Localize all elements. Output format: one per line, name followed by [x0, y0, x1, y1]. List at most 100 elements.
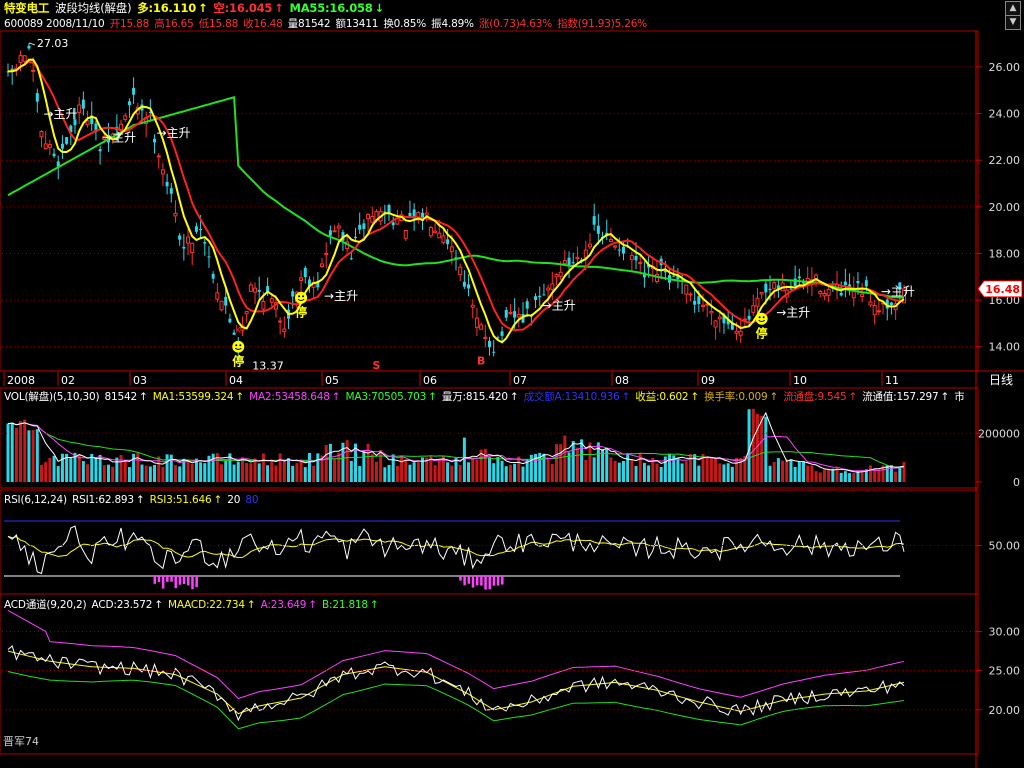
volume-bar: [605, 448, 609, 482]
candle-body: [199, 229, 203, 231]
volume-bar: [538, 452, 542, 482]
date-label: 11: [885, 374, 899, 387]
candle-body: [148, 111, 152, 113]
candle-body: [742, 318, 747, 321]
volume-bar: [638, 453, 642, 482]
volume-bar: [873, 468, 877, 482]
volume-bar: [764, 416, 768, 482]
current-price-tag: [977, 280, 1023, 298]
rsi-l80: 80: [245, 494, 259, 506]
acd-axis-label: 25.00: [989, 665, 1021, 678]
volume-bar: [554, 444, 558, 482]
candle-body: [483, 336, 488, 339]
candle-body: [77, 104, 82, 113]
volume-bar: [383, 467, 387, 482]
rsi-oversold-bar: [153, 576, 157, 584]
candle-body: [462, 281, 466, 287]
rsi-oversold-bar: [182, 576, 186, 585]
candle-body: [470, 304, 475, 308]
volume-bar: [199, 462, 203, 482]
volume-bar: [169, 454, 173, 482]
candle-body: [592, 216, 596, 225]
volume-bar: [626, 453, 630, 482]
rsi-oversold-bar: [157, 576, 161, 583]
candle-body: [85, 120, 90, 126]
candle-body: [232, 332, 236, 335]
volume-bar: [487, 457, 491, 482]
smiley-icon: [295, 291, 308, 304]
volume-bar: [98, 454, 102, 482]
candle-body: [534, 296, 538, 301]
volume-bar: [441, 455, 445, 482]
volume-bar: [680, 463, 684, 482]
rsi-oversold-bar: [459, 576, 462, 581]
candle-body: [558, 271, 563, 277]
high-marker-line: [28, 42, 36, 46]
vol-axis-label: 0: [1013, 476, 1020, 489]
volume-bar: [31, 430, 35, 482]
volume-bar: [659, 467, 663, 482]
volume-bar: [433, 465, 437, 482]
volume-bar: [333, 459, 337, 482]
volume-bar: [898, 466, 902, 482]
volume-bar: [178, 466, 182, 482]
candle-body: [759, 291, 764, 295]
candle-body: [90, 115, 94, 125]
volume-bar: [408, 464, 412, 482]
date-label: 09: [701, 374, 715, 387]
volume-bar: [839, 472, 843, 482]
volume-bar: [848, 473, 852, 482]
vol-ma1: MA1:53599.324: [152, 391, 234, 403]
scroll-up-button[interactable]: ▲: [1005, 1, 1021, 16]
candle-body: [793, 278, 797, 287]
volume-bar: [676, 457, 680, 482]
volume-bar: [471, 458, 475, 482]
candle-body: [211, 273, 215, 279]
candle-body: [178, 235, 182, 240]
volume-bar: [722, 464, 726, 482]
volume-bar: [123, 460, 127, 482]
rsi-oversold-bar: [161, 576, 165, 589]
volume-bar: [215, 453, 219, 482]
rsi-oversold-bar: [187, 576, 190, 586]
volume-bar: [253, 458, 257, 482]
low-price-label: 13.37: [252, 359, 284, 372]
volume-bar: [739, 458, 743, 482]
scroll-down-button[interactable]: ▼: [1005, 15, 1021, 30]
candle-body: [634, 255, 638, 261]
rsi-oversold-bar: [170, 576, 173, 582]
candle-body: [437, 232, 442, 239]
volume-bar: [504, 466, 508, 482]
volume-bar: [299, 459, 303, 482]
candle-body: [772, 282, 777, 289]
candle-body: [39, 130, 44, 138]
rsi-axis-label: 50.00: [989, 540, 1021, 553]
candle-body: [169, 188, 173, 194]
volume-bar: [580, 439, 584, 482]
date-label: 10: [793, 374, 807, 387]
volume-bar: [500, 460, 504, 482]
candle-body: [428, 227, 433, 237]
volume-bar: [295, 463, 299, 482]
volume-bar: [718, 463, 722, 482]
volume-bar: [751, 408, 755, 482]
candle-body: [688, 293, 693, 296]
date-label: 2008: [7, 374, 35, 387]
candle-body: [587, 243, 592, 248]
volume-bar: [768, 465, 772, 482]
price-axis-label: 14.00: [989, 341, 1021, 354]
stop-label: 停: [232, 354, 244, 369]
candle-body: [190, 242, 195, 253]
volume-bar: [395, 465, 399, 482]
candle-body: [605, 232, 609, 235]
candle-body: [449, 246, 454, 253]
candle-body: [856, 281, 860, 284]
smiley-icon: [755, 312, 768, 325]
volume-bar: [672, 455, 676, 482]
date-label: 08: [615, 374, 629, 387]
candle-body: [872, 304, 877, 316]
candle-body: [839, 292, 843, 296]
candle-body: [316, 281, 320, 288]
volume-bar: [483, 448, 487, 482]
